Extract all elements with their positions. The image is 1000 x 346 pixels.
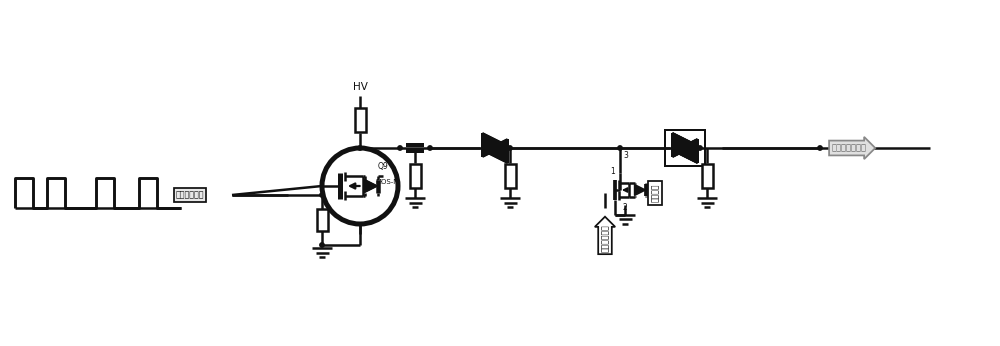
Bar [355,108,366,132]
Bar [702,164,712,188]
Polygon shape [673,139,697,163]
Circle shape [358,146,362,150]
Text: 1: 1 [610,166,615,175]
Polygon shape [635,184,646,195]
Circle shape [618,146,622,150]
Bar [505,164,516,188]
Polygon shape [483,139,507,163]
Bar [665,130,705,166]
Text: 发射控制信号: 发射控制信号 [176,191,204,200]
Polygon shape [483,133,507,157]
Bar [317,209,328,231]
Circle shape [320,243,324,247]
Text: 采样频率: 采样频率 [650,184,660,202]
Circle shape [320,193,324,197]
Polygon shape [673,133,697,157]
Polygon shape [673,133,697,157]
Circle shape [508,146,512,150]
Text: 3: 3 [623,151,628,160]
Circle shape [398,146,402,150]
Bar [410,164,421,188]
Text: 短路控制信号: 短路控制信号 [600,224,610,252]
Text: MOS-N: MOS-N [375,179,399,185]
Circle shape [428,146,432,150]
Text: Q9: Q9 [378,162,389,171]
Polygon shape [673,139,697,163]
Text: 2: 2 [623,203,627,212]
Text: HV: HV [353,82,367,92]
Polygon shape [365,180,378,192]
Circle shape [818,146,822,150]
Circle shape [698,146,702,150]
Text: 输出到发射探头: 输出到发射探头 [832,144,867,153]
